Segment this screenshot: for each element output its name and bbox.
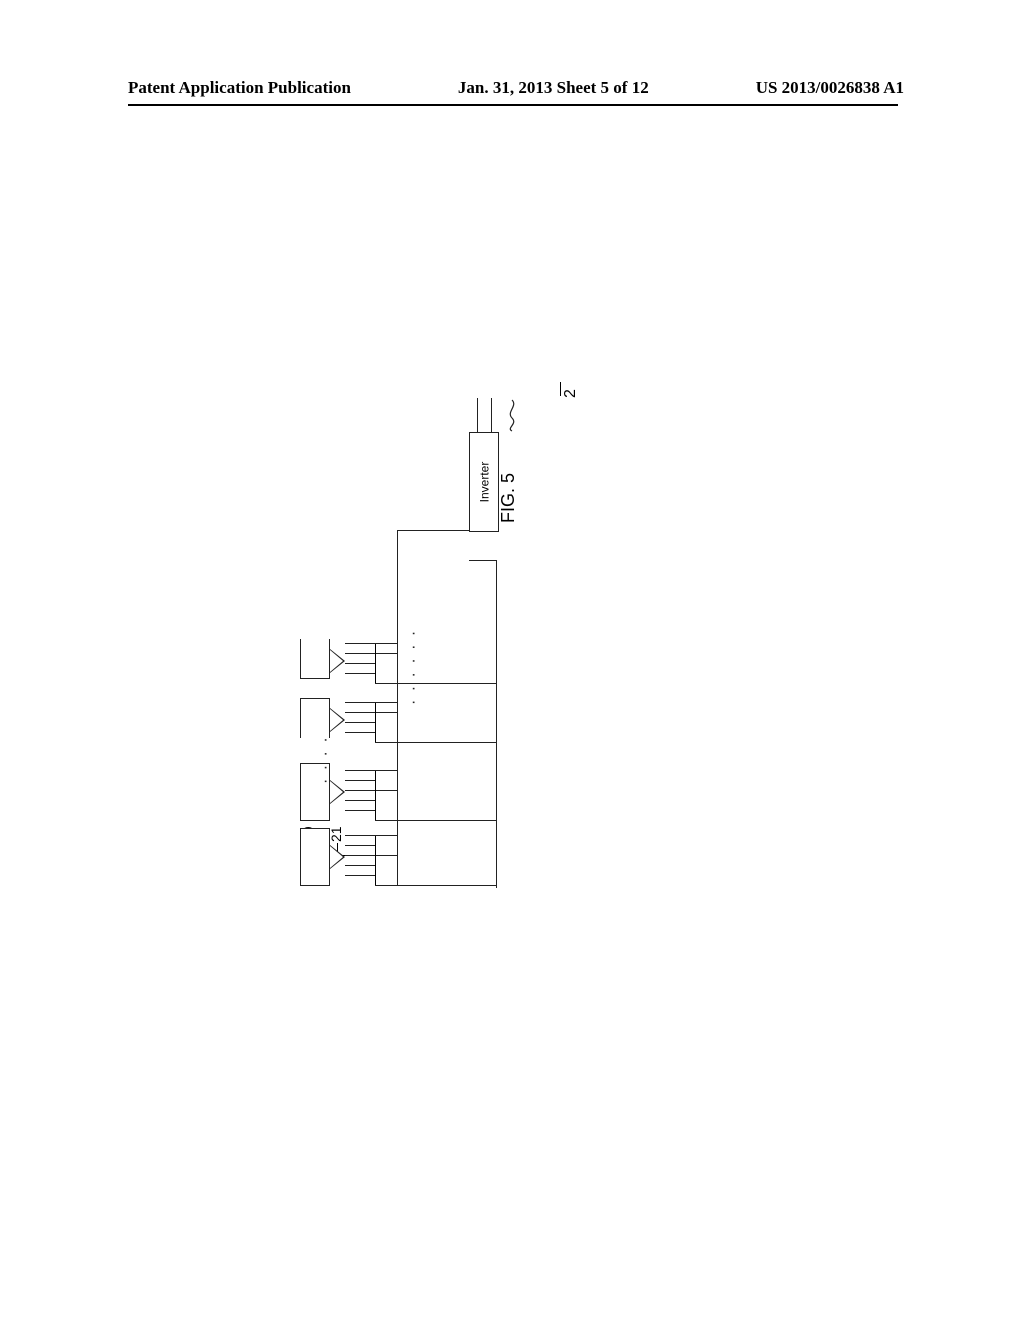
inverter-block: Inverter bbox=[469, 432, 499, 532]
pv-stub bbox=[345, 653, 397, 654]
ac-out-line-2 bbox=[491, 398, 492, 432]
pv-stub bbox=[345, 835, 375, 836]
pv-to-bus-top bbox=[375, 835, 397, 836]
pv-stub bbox=[345, 800, 375, 801]
pv-tap-up bbox=[375, 643, 376, 683]
ref-label-system-underline bbox=[560, 382, 561, 396]
bus-to-inverter-bot bbox=[469, 560, 497, 561]
ac-out-line-1 bbox=[477, 398, 478, 432]
pv-to-bus-top bbox=[375, 702, 397, 703]
pv-stub bbox=[345, 875, 375, 876]
pv-tap-up bbox=[375, 835, 376, 885]
pv-tap-up bbox=[375, 770, 376, 820]
pv-to-bus-bot bbox=[375, 885, 496, 886]
pv-stub bbox=[345, 810, 375, 811]
dc-bus-negative bbox=[496, 560, 497, 888]
pv-stub bbox=[345, 865, 375, 866]
pv-stub bbox=[345, 663, 375, 664]
pv-stub bbox=[345, 770, 375, 771]
ac-sine-icon bbox=[504, 398, 520, 432]
pv-module-box-partial bbox=[300, 639, 330, 679]
pv-module-box bbox=[300, 828, 330, 886]
figure-label: FIG. 5 bbox=[498, 473, 519, 523]
figure-5-diagram: 2 20 21 22 Inverter · · · · · · · · · · … bbox=[0, 0, 1024, 1320]
pv-to-bus-bot bbox=[375, 820, 496, 821]
pv-diode-icon bbox=[330, 649, 345, 673]
ref-label-system: 2 bbox=[562, 389, 580, 398]
pv-module-box-partial bbox=[300, 698, 330, 738]
pv-stub bbox=[345, 780, 375, 781]
pv-to-bus-top bbox=[375, 643, 397, 644]
bus-to-inverter-top bbox=[397, 530, 469, 531]
pv-stub bbox=[345, 702, 375, 703]
ellipsis-bus: · · · · · · bbox=[405, 629, 423, 705]
pv-stub bbox=[345, 855, 397, 856]
pv-diode-icon bbox=[330, 845, 345, 869]
inverter-label: Inverter bbox=[477, 462, 491, 503]
pv-stub bbox=[345, 722, 375, 723]
pv-diode-icon bbox=[330, 708, 345, 732]
pv-stub bbox=[345, 790, 397, 791]
pv-stub bbox=[345, 673, 375, 674]
pv-stub bbox=[345, 643, 375, 644]
pv-to-bus-bot bbox=[375, 742, 496, 743]
pv-to-bus-bot bbox=[375, 683, 496, 684]
dc-bus-positive bbox=[397, 530, 398, 886]
ref-label-connector: 21 bbox=[328, 826, 344, 842]
pv-stub bbox=[345, 712, 397, 713]
pv-tap-up bbox=[375, 702, 376, 742]
pv-to-bus-top bbox=[375, 770, 397, 771]
pv-stub bbox=[345, 845, 375, 846]
pv-stub bbox=[345, 732, 375, 733]
